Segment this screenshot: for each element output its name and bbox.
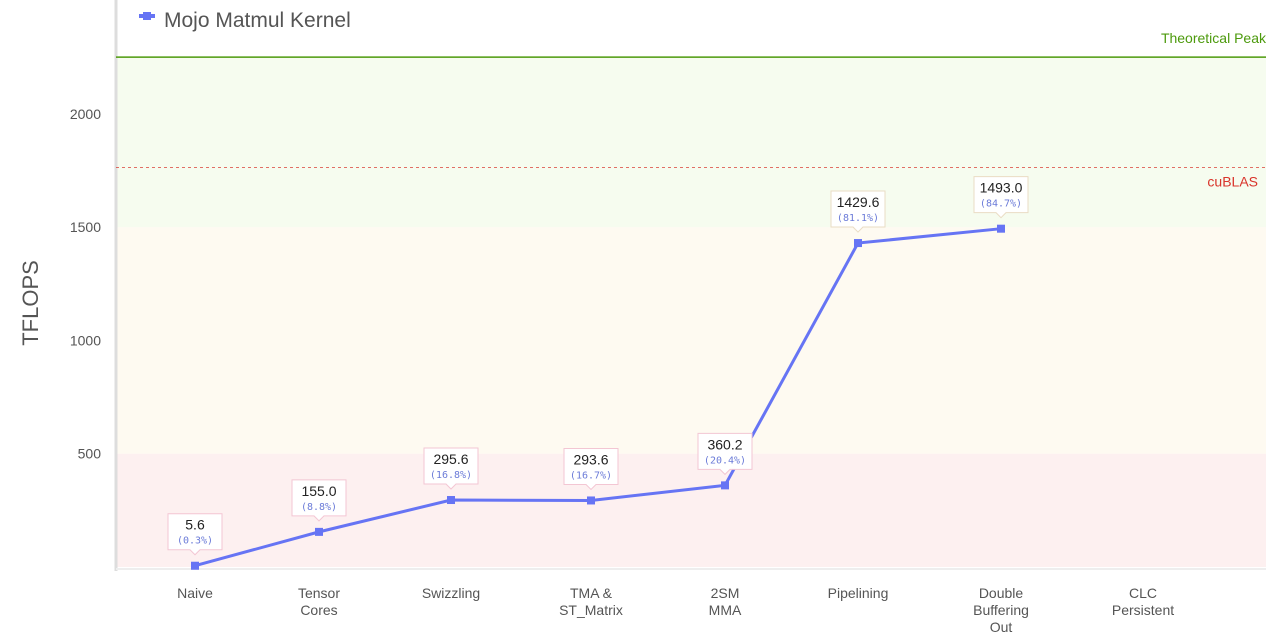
data-percent-label: (8.8%) <box>301 502 337 513</box>
data-percent-label: (20.4%) <box>704 455 746 466</box>
data-point <box>854 239 862 248</box>
data-point <box>447 496 455 505</box>
data-percent-label: (16.8%) <box>430 470 472 481</box>
x-tick-label: Pipelining <box>828 585 889 601</box>
x-tick-label: Out <box>990 619 1013 635</box>
x-tick-label: Cores <box>300 602 337 618</box>
data-percent-label: (16.7%) <box>570 470 612 481</box>
x-tick-label: Double <box>979 585 1024 601</box>
data-label: 155.0 <box>301 483 336 499</box>
data-label-box <box>830 190 886 233</box>
data-percent-label: (0.3%) <box>177 536 213 547</box>
data-label-box <box>423 447 479 490</box>
y-tick-label: 1500 <box>70 219 101 235</box>
data-percent-label: (84.7%) <box>980 199 1022 210</box>
y-axis-label: TFLOPS <box>18 260 43 346</box>
data-point <box>721 481 729 490</box>
x-tick-label: Buffering <box>973 602 1029 618</box>
x-tick-label: Swizzling <box>422 585 480 601</box>
reference-label-0: Theoretical Peak <box>1161 30 1267 46</box>
x-tick-label: Tensor <box>298 585 340 601</box>
data-point <box>191 561 199 570</box>
x-tick-label: Persistent <box>1112 602 1174 618</box>
x-tick-label: MMA <box>709 602 742 618</box>
reference-label-1: cuBLAS <box>1207 174 1258 190</box>
data-label: 5.6 <box>185 517 205 533</box>
data-label-box <box>697 432 753 476</box>
x-tick-label: CLC <box>1129 585 1157 601</box>
data-label-box <box>291 479 347 522</box>
data-label-box <box>563 447 619 491</box>
data-label: 360.2 <box>707 436 742 452</box>
data-label-box <box>167 513 223 556</box>
x-tick-label: TMA & <box>570 585 613 601</box>
band-0 <box>116 453 1266 567</box>
band-2 <box>116 57 1266 228</box>
y-tick-label: 500 <box>78 446 102 462</box>
data-percent-label: (81.1%) <box>837 213 879 224</box>
data-point <box>587 496 595 505</box>
legend-label: Mojo Matmul Kernel <box>164 9 351 32</box>
band-1 <box>116 227 1266 454</box>
data-label: 295.6 <box>433 451 468 467</box>
data-point <box>997 224 1005 233</box>
data-label-box <box>973 176 1029 219</box>
legend-marker-icon <box>143 12 151 20</box>
x-tick-label: 2SM <box>711 585 740 601</box>
y-tick-label: 2000 <box>70 106 101 122</box>
data-point <box>315 527 323 536</box>
data-label: 1429.6 <box>837 194 880 210</box>
x-tick-label: Naive <box>177 585 213 601</box>
x-tick-label: ST_Matrix <box>559 602 623 618</box>
data-label: 1493.0 <box>980 180 1023 196</box>
y-tick-label: 1000 <box>70 332 101 348</box>
data-label: 293.6 <box>573 451 608 467</box>
